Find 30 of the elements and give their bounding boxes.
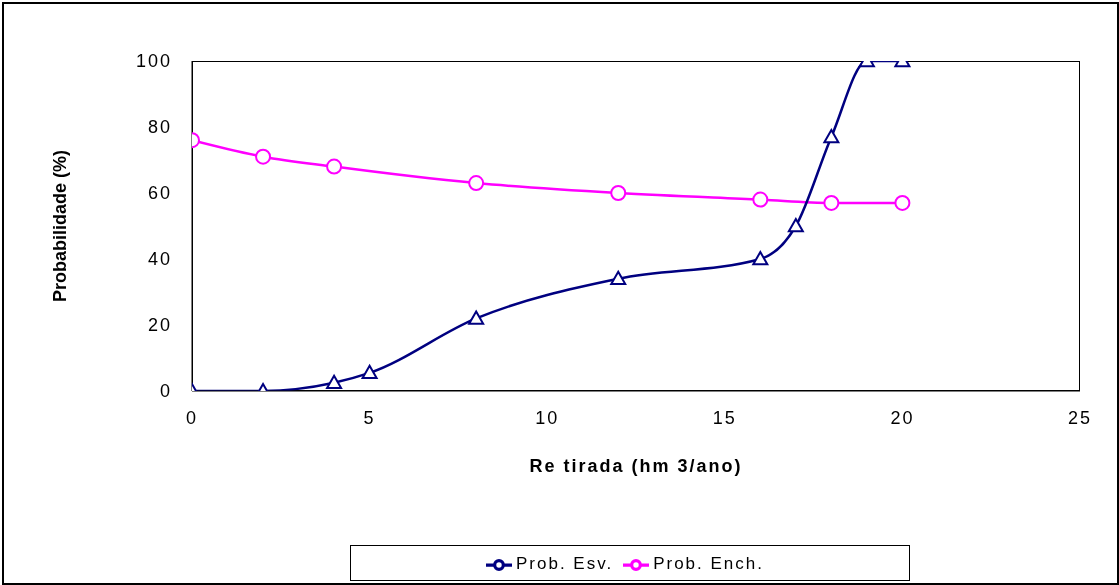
point xyxy=(787,218,804,233)
point xyxy=(610,185,627,201)
point xyxy=(326,374,343,389)
point xyxy=(255,148,272,165)
y-tick-label: 0 xyxy=(159,381,172,402)
point xyxy=(752,191,769,208)
point xyxy=(468,310,485,325)
point xyxy=(326,158,343,175)
y-axis-title: Probabilidade (%) xyxy=(50,149,71,303)
y-tick-label: 40 xyxy=(147,249,172,270)
x-tick-label: 20 xyxy=(890,407,915,428)
point xyxy=(752,251,769,266)
x-tick-label: 5 xyxy=(363,407,376,428)
point xyxy=(823,128,840,144)
y-tick-label: 20 xyxy=(147,315,172,336)
y-tick-label: 80 xyxy=(147,117,172,138)
point xyxy=(468,175,485,192)
x-tick-label: 0 xyxy=(185,407,199,428)
point xyxy=(361,364,378,380)
x-axis-title: Re tirada (hm 3/ano) xyxy=(529,455,743,476)
point xyxy=(610,270,627,286)
x-tick-label: 25 xyxy=(1067,407,1093,428)
point xyxy=(823,194,840,211)
legend-label: Prob. Ench. xyxy=(653,554,764,574)
x-tick-label: 10 xyxy=(535,407,560,428)
point xyxy=(894,194,911,211)
legend-label: Prob. Esv. xyxy=(516,554,614,574)
x-tick-label: 15 xyxy=(712,407,737,428)
y-tick-label: 60 xyxy=(147,183,172,204)
y-tick-label: 100 xyxy=(135,51,172,72)
